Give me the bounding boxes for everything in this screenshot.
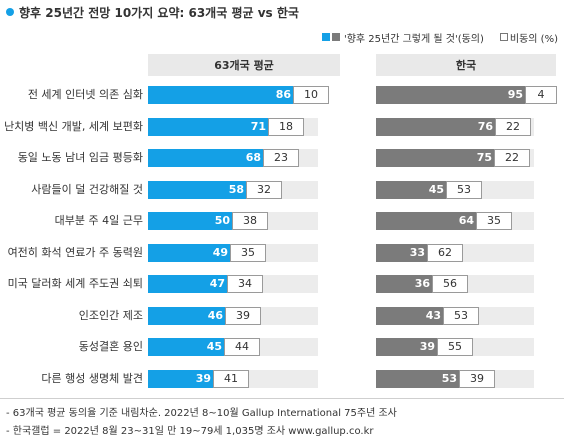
bar-agree-global [148,86,294,104]
bar-disagree-korea: 22 [495,118,531,136]
bar-value-label: 75 [476,151,492,164]
bar-value-label: 43 [425,309,441,322]
bar-agree-global [148,149,264,167]
bar-value-label: 33 [409,246,425,259]
bar-value-label: 36 [414,277,430,290]
bar-agree-korea [376,370,460,388]
bar-agree-korea [376,275,433,293]
bar-value-label: 86 [275,88,291,101]
bar-value-label: 58 [228,183,244,196]
bar-disagree-korea: 4 [525,86,557,104]
category-label: 인조인간 제조 [78,309,143,322]
legend-agree-swatch-icon [321,33,330,41]
bar-disagree-korea: 53 [443,307,479,325]
bar-value-label: 50 [214,214,230,227]
bar-value-label: 45 [428,183,444,196]
legend-agree-label: '향후 25년간 그렇게 될 것'(동의) [343,33,484,45]
bar-disagree-korea: 62 [427,244,463,262]
bar-agree-global [148,307,226,325]
legend: '향후 25년간 그렇게 될 것'(동의) 비동의 (%) [321,30,558,45]
footnote-1: - 63개국 평균 동의율 기준 내림차순. 2022년 8~10월 Gallu… [6,408,397,419]
bar-agree-global [148,244,231,262]
bar-value-label: 39 [195,372,211,385]
bar-disagree-korea: 55 [437,338,473,356]
bar-value-label: 76 [477,120,493,133]
legend-disagree-swatch-icon [499,33,508,41]
legend-disagree-label: 비동의 (%) [509,33,558,45]
bar-agree-korea [376,244,428,262]
bar-disagree-global: 41 [213,370,249,388]
title-row: 향후 25년간 전망 10가지 요약: 63개국 평균 vs 한국 [6,4,299,20]
bar-value-label: 49 [212,246,228,259]
bar-disagree-global: 34 [227,275,263,293]
bar-disagree-global: 44 [224,338,260,356]
bar-agree-korea [376,86,526,104]
bar-agree-global [148,118,269,136]
chart-title: 향후 25년간 전망 10가지 요약: 63개국 평균 vs 한국 [19,5,299,20]
category-label: 동성결혼 용인 [78,340,143,353]
legend-agree-swatch-korea-icon [331,33,340,41]
bar-disagree-global: 10 [293,86,329,104]
bar-agree-korea [376,118,496,136]
bar-agree-korea [376,307,444,325]
bar-value-label: 53 [441,372,457,385]
category-label: 난치병 백신 개발, 세계 보편화 [4,120,143,133]
bar-disagree-korea: 53 [446,181,482,199]
footnote-divider [0,398,564,399]
bar-agree-korea [376,338,438,356]
bar-disagree-korea: 39 [459,370,495,388]
bar-value-label: 64 [458,214,474,227]
footnote-2: - 한국갤럽 = 2022년 8월 23~31일 만 19~79세 1,035명… [6,426,374,437]
bar-agree-korea [376,149,495,167]
bar-disagree-korea: 35 [476,212,512,230]
panel-header-korea: 한국 [376,54,556,76]
bar-disagree-global: 35 [230,244,266,262]
category-label: 사람들이 덜 건강해질 것 [31,183,143,196]
bar-value-label: 46 [207,309,223,322]
bar-value-label: 39 [419,340,435,353]
category-label: 대부분 주 4일 근무 [54,214,143,227]
category-label: 여전히 화석 연료가 주 동력원 [7,246,143,259]
bar-disagree-korea: 22 [494,149,530,167]
bar-disagree-global: 38 [232,212,268,230]
category-label: 다른 행성 생명체 발견 [41,372,143,385]
bar-value-label: 47 [209,277,225,290]
bar-value-label: 95 [507,88,523,101]
bar-value-label: 71 [250,120,266,133]
category-label: 미국 달러화 세계 주도권 쇠퇴 [7,277,143,290]
bar-value-label: 45 [206,340,222,353]
bar-disagree-global: 32 [246,181,282,199]
bar-disagree-global: 18 [268,118,304,136]
bar-disagree-global: 39 [225,307,261,325]
bar-agree-global [148,212,233,230]
bar-agree-global [148,181,247,199]
bar-agree-korea [376,181,447,199]
panel-header-global: 63개국 평균 [148,54,340,76]
bar-agree-global [148,275,228,293]
bar-disagree-global: 23 [263,149,299,167]
bar-agree-korea [376,212,477,230]
category-label: 전 세계 인터넷 의존 심화 [27,88,143,101]
title-bullet-icon [6,8,14,16]
category-label: 동일 노동 남녀 임금 평등화 [17,151,143,164]
bar-value-label: 68 [245,151,261,164]
bar-agree-global [148,338,225,356]
bar-disagree-korea: 56 [432,275,468,293]
bar-agree-global [148,370,214,388]
